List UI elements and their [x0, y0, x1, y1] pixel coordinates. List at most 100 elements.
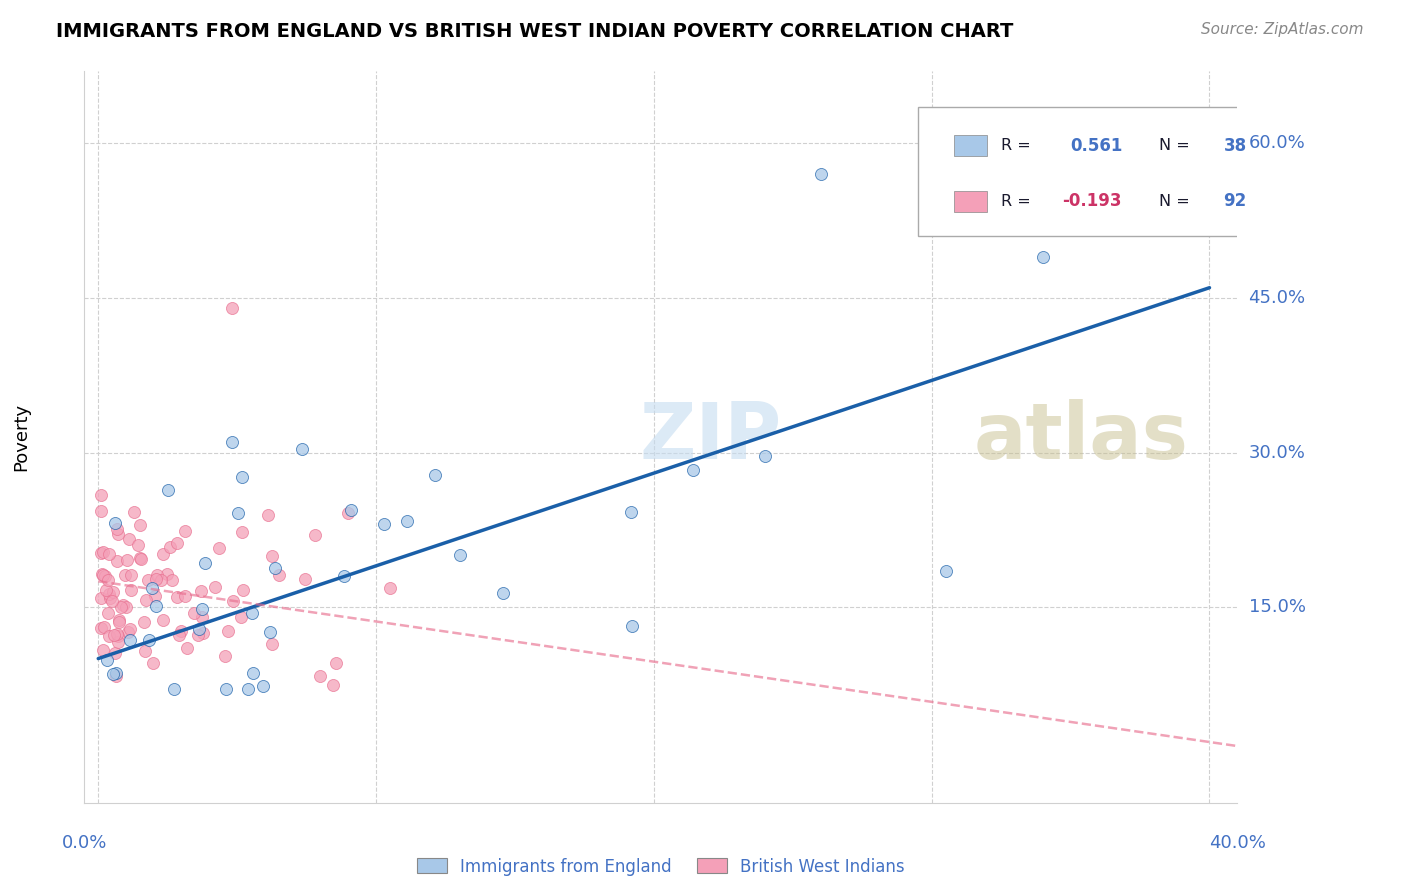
- Point: [264, 561, 287, 575]
- Point: [104, 665, 127, 680]
- Point: [107, 527, 129, 541]
- Point: [173, 589, 195, 603]
- Point: [191, 610, 214, 624]
- Point: [291, 442, 314, 456]
- Point: [304, 528, 326, 542]
- Point: [267, 568, 290, 582]
- Point: [221, 435, 243, 450]
- Point: [170, 624, 193, 639]
- Point: [105, 554, 128, 568]
- Point: [208, 541, 231, 556]
- Point: [108, 613, 131, 627]
- Point: [173, 524, 195, 538]
- Point: [97, 606, 120, 620]
- Point: [449, 548, 471, 562]
- Point: [101, 585, 124, 599]
- Point: [132, 615, 155, 629]
- Point: [90, 591, 112, 605]
- Point: [1032, 250, 1054, 264]
- Text: R =: R =: [1001, 138, 1031, 153]
- Point: [90, 488, 112, 502]
- Point: [492, 586, 515, 600]
- Point: [97, 629, 120, 643]
- Point: [204, 580, 226, 594]
- Point: [337, 506, 360, 520]
- Point: [262, 637, 284, 651]
- Bar: [953, 136, 987, 156]
- Point: [98, 547, 121, 561]
- Point: [97, 573, 120, 587]
- Point: [98, 591, 121, 606]
- Point: [114, 568, 136, 582]
- Point: [120, 567, 142, 582]
- Point: [238, 682, 260, 697]
- Point: [152, 547, 174, 561]
- Bar: [953, 191, 987, 211]
- Point: [682, 463, 704, 477]
- Text: R =: R =: [1001, 194, 1031, 209]
- Point: [129, 517, 152, 532]
- Legend: Immigrants from England, British West Indians: Immigrants from England, British West In…: [411, 851, 911, 882]
- Point: [222, 594, 245, 608]
- Point: [141, 581, 163, 595]
- Point: [120, 583, 142, 598]
- Point: [423, 468, 446, 483]
- Point: [150, 574, 173, 588]
- Point: [111, 598, 134, 612]
- Point: [104, 516, 127, 530]
- Point: [194, 556, 217, 570]
- Text: atlas: atlas: [973, 399, 1188, 475]
- Point: [257, 508, 280, 523]
- Text: IMMIGRANTS FROM ENGLAND VS BRITISH WEST INDIAN POVERTY CORRELATION CHART: IMMIGRANTS FROM ENGLAND VS BRITISH WEST …: [56, 22, 1014, 41]
- Point: [145, 568, 167, 582]
- Point: [105, 626, 128, 640]
- Point: [242, 665, 264, 680]
- Point: [107, 615, 129, 629]
- Point: [129, 552, 152, 566]
- Point: [124, 505, 146, 519]
- Point: [395, 514, 418, 528]
- Point: [104, 646, 127, 660]
- Point: [378, 581, 401, 595]
- Point: [231, 610, 253, 624]
- Point: [118, 532, 141, 546]
- Text: 45.0%: 45.0%: [1249, 289, 1306, 307]
- Point: [105, 669, 128, 683]
- Point: [91, 566, 114, 581]
- Text: -0.193: -0.193: [1063, 193, 1122, 211]
- Point: [129, 550, 152, 565]
- Point: [166, 535, 188, 549]
- Point: [145, 599, 167, 613]
- Point: [294, 572, 316, 586]
- Point: [156, 566, 179, 581]
- Point: [260, 549, 283, 563]
- Point: [217, 624, 239, 639]
- Point: [152, 613, 174, 627]
- Point: [114, 599, 136, 614]
- Point: [231, 470, 253, 484]
- Point: [620, 505, 643, 519]
- Point: [935, 564, 957, 578]
- Point: [94, 582, 117, 597]
- Point: [252, 679, 274, 693]
- Text: N =: N =: [1160, 138, 1191, 153]
- Point: [115, 553, 138, 567]
- Point: [127, 539, 149, 553]
- Point: [183, 606, 205, 620]
- Point: [138, 632, 160, 647]
- Point: [90, 546, 112, 560]
- Point: [103, 667, 125, 681]
- Point: [107, 635, 129, 649]
- Point: [163, 682, 186, 697]
- Point: [107, 629, 129, 643]
- Point: [134, 644, 156, 658]
- Point: [118, 633, 141, 648]
- Text: 40.0%: 40.0%: [1209, 834, 1265, 852]
- Text: 0.0%: 0.0%: [62, 834, 107, 852]
- Text: Poverty: Poverty: [13, 403, 30, 471]
- Point: [325, 656, 347, 670]
- Point: [754, 449, 776, 463]
- Point: [228, 506, 250, 520]
- Point: [191, 626, 214, 640]
- Point: [91, 545, 114, 559]
